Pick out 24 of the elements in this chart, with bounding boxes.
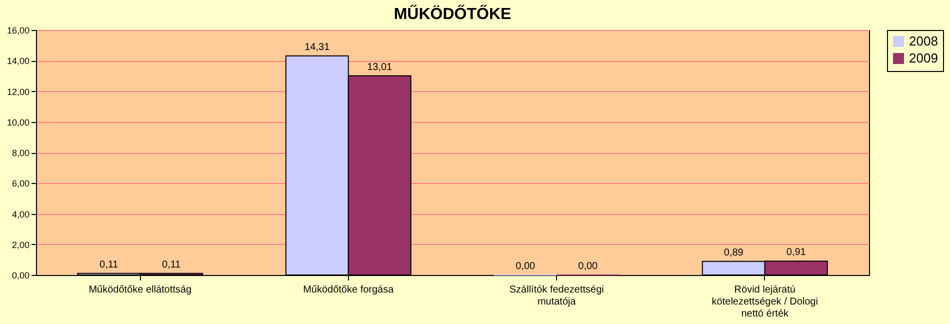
y-tick-label: 12,00 bbox=[6, 86, 30, 97]
data-label: 14,31 bbox=[304, 42, 330, 53]
data-label: 0,00 bbox=[516, 261, 536, 272]
data-label: 0,11 bbox=[162, 259, 182, 270]
y-tick-label: 0,00 bbox=[12, 270, 30, 280]
x-tick-label: Rövid lejáratú kötelezettségek / Dologi nettó érték bbox=[712, 284, 818, 320]
data-label: 0,91 bbox=[786, 247, 806, 258]
data-label: 13,01 bbox=[367, 62, 393, 73]
y-tick-label: 8,00 bbox=[12, 148, 30, 158]
y-tick-label: 14,00 bbox=[6, 56, 30, 66]
y-tick-label: 6,00 bbox=[12, 178, 30, 189]
data-label: 0,00 bbox=[578, 261, 598, 272]
x-tick-label: Működőtőke forgása bbox=[303, 284, 394, 296]
y-tick-label: 4,00 bbox=[12, 209, 30, 220]
legend-label: 2008 bbox=[909, 34, 938, 48]
x-tick-label: Szállítók fedezettségi mutatója bbox=[509, 284, 604, 308]
data-label: 0,11 bbox=[100, 259, 119, 270]
chart-title: MŰKÖDŐTŐKE bbox=[394, 4, 512, 23]
y-tick-label: 10,00 bbox=[6, 117, 30, 128]
legend-label: 2009 bbox=[909, 50, 938, 66]
y-tick-label: 2,00 bbox=[12, 240, 30, 250]
x-tick-label: Működőtőke ellátottság bbox=[88, 284, 192, 296]
y-tick-label: 16,00 bbox=[6, 26, 30, 36]
data-label: 0,89 bbox=[724, 247, 744, 258]
